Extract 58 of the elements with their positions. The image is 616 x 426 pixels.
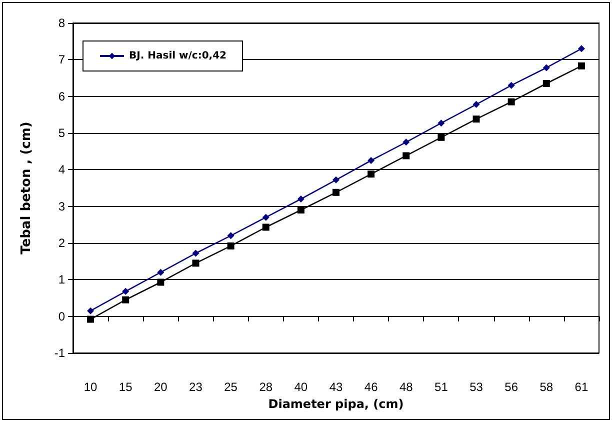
point [192, 250, 200, 257]
point [157, 278, 164, 286]
point [578, 45, 585, 52]
point [542, 64, 550, 72]
point [262, 214, 270, 221]
y-tick-label: 8 [58, 16, 66, 30]
legend-label: BJ. Hasil w/c:0,42 [129, 50, 227, 62]
point [227, 242, 234, 250]
x-tick-label: 58 [540, 380, 554, 394]
point [122, 296, 130, 304]
point [157, 268, 164, 276]
y-tick-label: 0 [58, 309, 66, 324]
y-tick-label: 2 [58, 236, 66, 250]
point [332, 176, 340, 184]
x-tick-label: 51 [434, 380, 448, 394]
x-tick-label: 28 [259, 380, 273, 394]
y-tick-label: 7 [58, 52, 66, 67]
y-tick-label: -1 [54, 346, 66, 360]
point [368, 157, 375, 164]
point [508, 98, 515, 106]
point [438, 134, 445, 141]
x-tick-label: 56 [504, 380, 518, 394]
point [542, 80, 550, 87]
x-axis-title: Diameter pipa, (cm) [268, 397, 404, 411]
x-tick-label: 10 [84, 380, 98, 394]
x-tick-label: 46 [364, 380, 378, 394]
y-tick-label: 4 [58, 162, 66, 177]
point [472, 100, 480, 108]
x-tick-label: 20 [154, 380, 168, 394]
point [508, 82, 515, 89]
x-tick-label: 15 [118, 380, 133, 394]
point [578, 62, 585, 70]
point [262, 224, 270, 231]
point [368, 170, 375, 178]
x-tick-label: 48 [399, 380, 414, 394]
point [122, 288, 130, 295]
point [297, 206, 304, 214]
point [438, 120, 445, 127]
x-tick-label: 53 [470, 380, 484, 394]
point [87, 307, 94, 314]
y-tick-label: 6 [58, 89, 66, 104]
y-tick-label: 3 [58, 199, 66, 214]
x-tick-label: 23 [189, 380, 203, 394]
point [87, 316, 94, 323]
point [402, 138, 410, 146]
x-tick-label: 25 [224, 380, 238, 394]
x-tick-label: 61 [574, 380, 588, 394]
point [472, 116, 480, 123]
point [402, 152, 410, 160]
point [192, 260, 200, 267]
y-axis-title: Tebal beton , (cm) [19, 122, 34, 254]
point [332, 188, 340, 196]
point [227, 232, 234, 240]
x-tick-label: 43 [329, 380, 343, 394]
y-tick-label: 5 [58, 126, 66, 140]
point [297, 196, 304, 202]
y-tick-label: 1 [58, 272, 66, 287]
x-tick-label: 40 [294, 380, 308, 394]
